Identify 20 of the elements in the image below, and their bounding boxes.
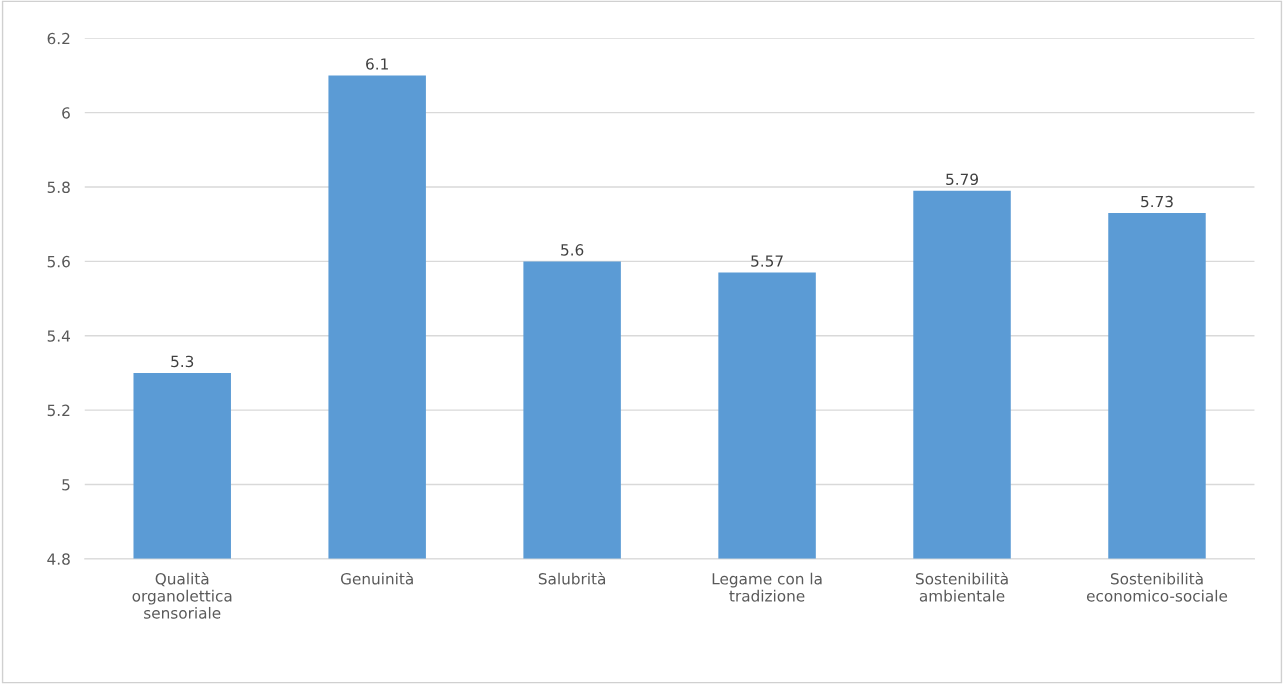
y-tick-label: 5.8 bbox=[47, 181, 70, 194]
y-tick-label: 5.6 bbox=[47, 255, 70, 268]
x-tick-label: Legame con la tradizione bbox=[712, 572, 822, 602]
data-label: 5.6 bbox=[561, 244, 584, 256]
x-tick-label: Salubrità bbox=[538, 572, 606, 585]
data-label: 6.1 bbox=[366, 58, 388, 70]
data-label: 5.73 bbox=[1141, 195, 1173, 208]
data-label: 5.3 bbox=[171, 355, 194, 368]
y-tick-label: 5.4 bbox=[47, 330, 70, 342]
y-tick-label: 5.2 bbox=[47, 404, 70, 417]
x-tick-label: Sostenibilità ambientale bbox=[915, 572, 1008, 602]
y-tick-label: 4.8 bbox=[47, 553, 70, 565]
data-label: 5.79 bbox=[946, 173, 978, 186]
x-tick-label: Sostenibilità economico-sociale bbox=[1086, 572, 1228, 602]
y-tick-label: 6.2 bbox=[47, 32, 70, 45]
x-tick-label: Genuinità bbox=[340, 572, 413, 585]
y-tick-label: 6 bbox=[62, 107, 70, 119]
data-label: 5.57 bbox=[751, 255, 783, 267]
x-tick-label: Qualità organolettica sensoriale bbox=[132, 572, 232, 619]
y-tick-label: 5 bbox=[62, 479, 70, 491]
